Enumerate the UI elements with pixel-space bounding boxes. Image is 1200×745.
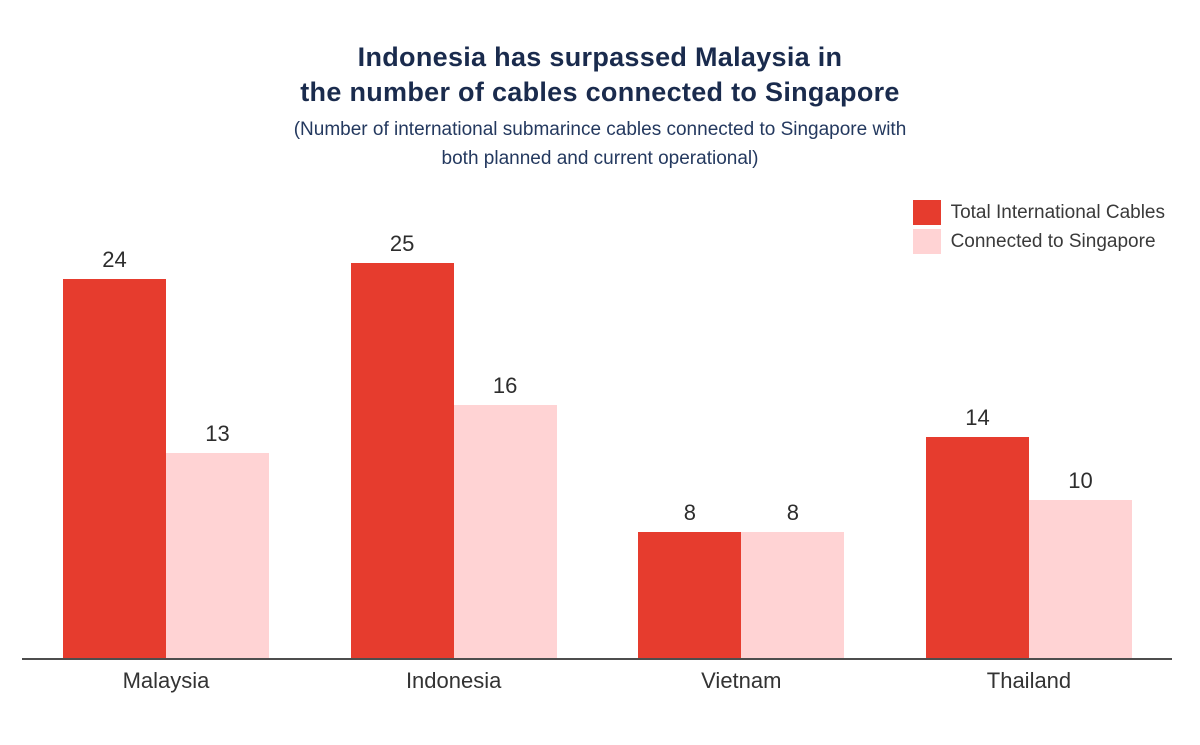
page-subtitle-line2: both planned and current operational) [441, 148, 759, 169]
bar-singapore-malaysia: 13 [166, 421, 269, 658]
page-title-line1: Indonesia has surpassed Malaysia in [357, 42, 843, 72]
category-label-indonesia: Indonesia [405, 668, 502, 693]
bar-chart: 24 13 25 16 8 8 14 10 Malaysia Indonesia Vietnam T… [22, 230, 1172, 694]
legend-item-connected-to-singapore: Connected to Singapore [912, 229, 1165, 254]
page-title-line2: the number of cables connected to Singap… [300, 77, 900, 107]
page-subtitle: (Number of international submarince cabl… [0, 115, 1200, 173]
category-label-thailand: Thailand [986, 668, 1072, 693]
legend-swatch-total-icon [912, 200, 941, 225]
bar-total-thailand: 14 [925, 405, 1029, 658]
bar-group-malaysia: 24 13 [63, 247, 269, 658]
title-block: Indonesia has surpassed Malaysia in the … [0, 0, 1200, 173]
page-subtitle-line1: (Number of international submarince cabl… [293, 119, 907, 140]
legend: Total International Cables Connected to … [912, 200, 1165, 258]
bar-value-label-total-indonesia: 25 [389, 231, 415, 256]
bar-value-label-singapore-indonesia: 16 [492, 373, 518, 399]
bar-total-vietnam: 8 [638, 500, 742, 658]
bar-singapore-vietnam: 8 [741, 500, 845, 658]
legend-swatch-singapore-icon [912, 229, 941, 254]
category-label-vietnam: Vietnam [701, 668, 782, 693]
category-label-malaysia: Malaysia [122, 668, 210, 693]
bar-value-label-total-thailand: 14 [965, 404, 990, 430]
bar-value-label-singapore-vietnam: 8 [786, 499, 799, 525]
bar-singapore-indonesia: 16 [453, 373, 557, 658]
legend-label: Connected to Singapore [950, 230, 1156, 252]
page-title: Indonesia has surpassed Malaysia in the … [0, 40, 1200, 110]
bar-value-label-total-vietnam: 8 [683, 499, 696, 525]
plot-area: 24 13 25 16 8 8 14 10 [22, 230, 1172, 660]
bar-singapore-thailand: 10 [1028, 468, 1132, 658]
legend-label: Total International Cables [950, 201, 1165, 223]
bar-total-indonesia: 25 [350, 231, 454, 658]
bar-value-label-singapore-malaysia: 13 [205, 420, 230, 446]
bar-value-label-total-malaysia: 24 [102, 246, 127, 272]
bar-value-label-singapore-thailand: 10 [1068, 468, 1093, 493]
bar-group-indonesia: 25 16 [350, 231, 557, 658]
legend-item-total-international-cables: Total International Cables [912, 200, 1165, 225]
x-axis-labels: Malaysia Indonesia Vietnam Thailand [22, 668, 1172, 694]
bar-total-malaysia: 24 [63, 247, 166, 658]
bar-group-thailand: 14 10 [925, 405, 1132, 658]
